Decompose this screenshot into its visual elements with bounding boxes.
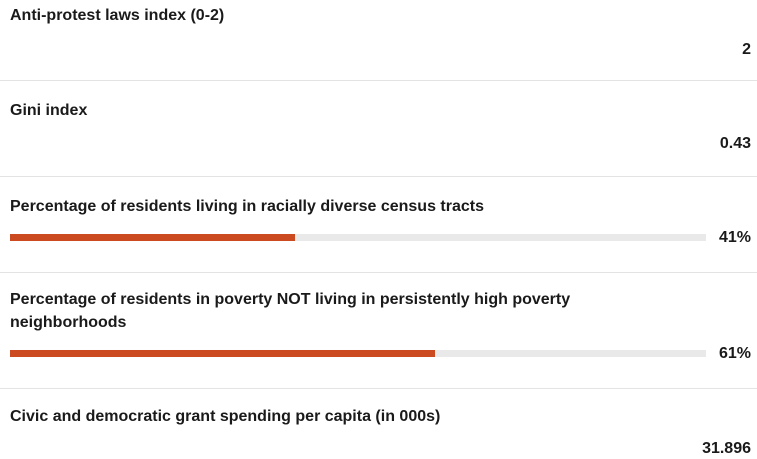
divider (0, 272, 757, 273)
metric-civic-grant-spending: Civic and democratic grant spending per … (0, 389, 757, 457)
progress-bar-fill (10, 350, 435, 357)
progress-bar-track (10, 350, 706, 357)
metric-racially-diverse-tracts: Percentage of residents living in racial… (0, 177, 757, 272)
metric-value: 2 (742, 41, 751, 58)
metric-value: 0.43 (719, 135, 751, 152)
metric-value: 31.896 (702, 440, 751, 457)
metric-label: Percentage of residents in poverty NOT l… (10, 291, 571, 331)
metric-anti-protest-laws: Anti-protest laws index (0-2) 2 (0, 0, 757, 80)
metric-value: 41% (718, 229, 751, 246)
metric-value: 61% (718, 345, 751, 362)
metric-label: Civic and democratic grant spending per … (10, 408, 441, 425)
metric-label: Anti-protest laws index (0-2) (10, 7, 225, 24)
divider (0, 80, 757, 81)
progress-bar-fill (10, 234, 296, 241)
metric-poverty-not-high-poverty-neighborhoods: Percentage of residents in poverty NOT l… (0, 273, 757, 388)
metric-label: Gini index (10, 102, 88, 119)
progress-bar-track (10, 234, 706, 241)
divider (0, 176, 757, 177)
divider (0, 388, 757, 389)
metric-gini-index: Gini index 0.43 (0, 81, 757, 176)
metric-label: Percentage of residents living in racial… (10, 198, 484, 215)
